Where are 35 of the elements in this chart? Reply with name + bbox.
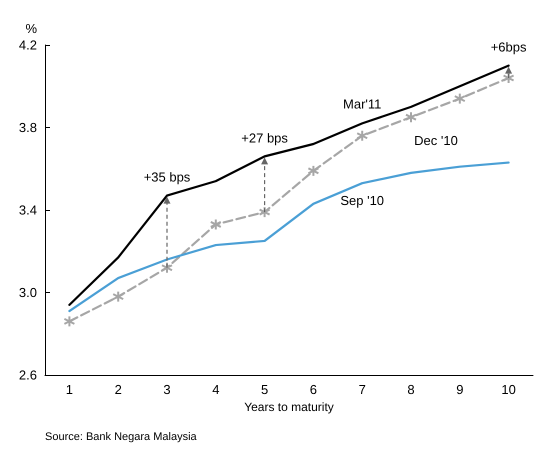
y-axis-title: %: [25, 21, 38, 36]
x-tick-label: 9: [456, 382, 464, 397]
series-label: Dec '10: [414, 133, 458, 148]
x-tick-label: 3: [163, 382, 171, 397]
point: [161, 262, 173, 274]
x-tick-label: 7: [358, 382, 366, 397]
y-tick-label: 4.2: [18, 38, 37, 52]
point: [356, 130, 368, 142]
point: [502, 72, 515, 84]
point: [405, 111, 417, 124]
point: [210, 218, 222, 230]
series-label: Mar'11: [343, 96, 382, 112]
y-tick-label: 3.0: [18, 285, 37, 300]
annotation: +27 bps: [241, 130, 288, 146]
source-note: Source: Bank Negara Malaysia: [45, 431, 198, 443]
point: [258, 206, 271, 218]
x-axis-title: Years to maturity: [244, 400, 334, 414]
x-tick-label: 5: [260, 382, 268, 397]
line-series: [68, 161, 510, 312]
x-tick-label: 4: [212, 382, 220, 397]
point: [307, 164, 320, 177]
x-tick-label: 2: [114, 382, 122, 397]
y-tick-label: 3.8: [18, 120, 37, 135]
x-tick-label: 8: [407, 382, 415, 397]
point: [112, 290, 124, 303]
annotation: +6bps: [490, 40, 527, 55]
y-tick-label: 2.6: [18, 368, 37, 382]
annotation: +35 bps: [144, 170, 191, 185]
x-tick-label: 10: [501, 382, 516, 397]
point: [63, 315, 76, 328]
y-tick-label: 3.4: [18, 202, 37, 218]
x-tick-label: 1: [66, 382, 74, 397]
point: [454, 92, 466, 105]
series-label: Sep '10: [340, 193, 384, 208]
x-tick-label: 6: [310, 382, 318, 397]
